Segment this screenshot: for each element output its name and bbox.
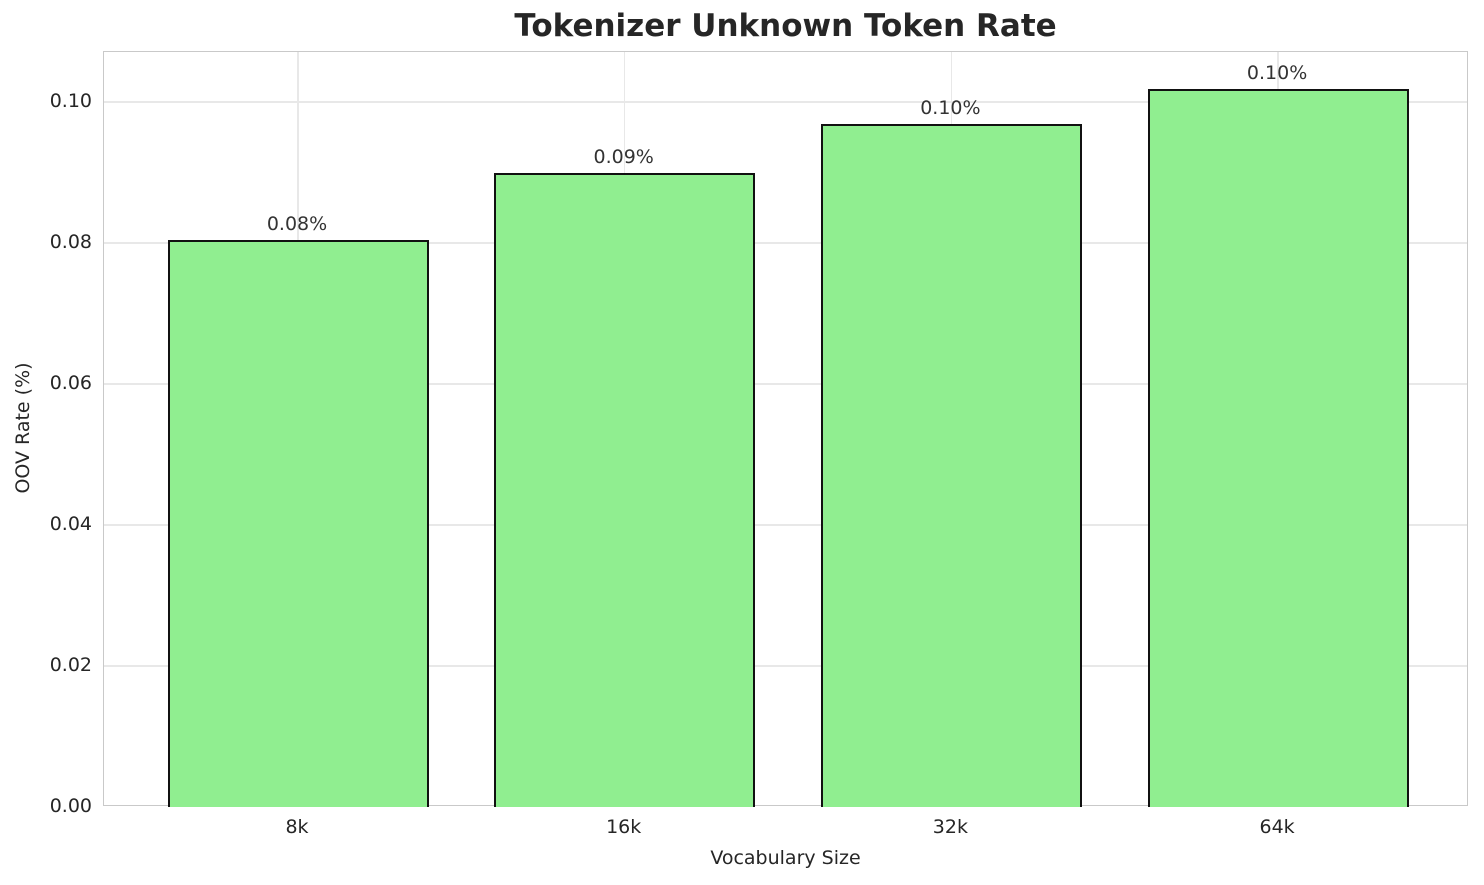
chart-title: Tokenizer Unknown Token Rate <box>514 8 1057 44</box>
bar <box>820 123 1082 807</box>
bar-value-label: 0.09% <box>593 145 654 168</box>
bar <box>1147 89 1409 807</box>
x-axis-label: Vocabulary Size <box>710 847 861 869</box>
y-gridline <box>104 383 1467 385</box>
y-gridline <box>104 242 1467 244</box>
x-tick-label: 32k <box>932 816 968 838</box>
y-gridline <box>104 524 1467 526</box>
bar-value-label: 0.08% <box>266 212 328 235</box>
y-tick-label: 0.06 <box>49 372 92 395</box>
y-tick-label: 0.10 <box>49 90 92 113</box>
y-tick-label: 0.00 <box>49 795 92 817</box>
y-tick-label: 0.08 <box>49 231 92 254</box>
x-tick-label: 16k <box>606 816 642 838</box>
bar-value-label: 0.10% <box>920 96 981 119</box>
y-tick-label: 0.04 <box>49 513 92 536</box>
y-gridline <box>104 665 1467 667</box>
bar <box>494 172 756 807</box>
x-tick-label: 64k <box>1259 816 1295 838</box>
bar-value-label: 0.10% <box>1246 62 1308 85</box>
x-tick-label: 8k <box>285 816 309 838</box>
y-tick-label: 0.02 <box>49 654 92 676</box>
bar <box>167 239 429 807</box>
plot-area <box>103 51 1468 807</box>
y-gridline <box>104 101 1467 103</box>
